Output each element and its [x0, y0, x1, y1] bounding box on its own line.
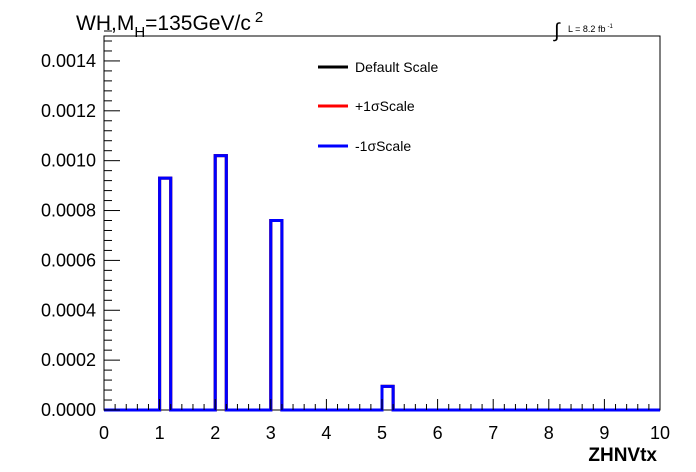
- legend-label-minus1sigma: -1σScale: [355, 138, 411, 154]
- title-subscript: H: [134, 24, 145, 41]
- title-superscript: 2: [255, 9, 263, 26]
- lumi-superscript: -1: [607, 24, 613, 30]
- integral-symbol: ∫: [553, 20, 561, 42]
- plot-frame: [103, 35, 661, 411]
- x-tick-label: 8: [544, 423, 554, 443]
- histogram-layer: [104, 154, 660, 412]
- x-tick-label: 4: [321, 423, 331, 443]
- x-tick-label: 2: [210, 423, 220, 443]
- y-tick-label: 0.0014: [41, 51, 96, 71]
- x-tick-label: 5: [377, 423, 387, 443]
- legend-label-default: Default Scale: [355, 59, 438, 75]
- series-line-1: [104, 154, 660, 412]
- y-tick-label: 0.0004: [41, 300, 96, 320]
- x-tick-label: 10: [650, 423, 670, 443]
- chart-title: WH,MH=135GeV/c 2: [76, 9, 263, 41]
- series-line-2: [104, 154, 660, 412]
- x-tick-label: 3: [266, 423, 276, 443]
- y-tick-label: 0.0008: [41, 201, 96, 221]
- y-tick-label: 0.0002: [41, 350, 96, 370]
- x-tick-label: 6: [433, 423, 443, 443]
- lumi-text: L = 8.2 fb: [568, 24, 605, 34]
- series-line-0: [104, 154, 660, 412]
- y-tick-label: 0.0000: [41, 400, 96, 420]
- x-tick-label: 9: [599, 423, 609, 443]
- y-tick-label: 0.0006: [41, 250, 96, 270]
- legend-label-plus1sigma: +1σScale: [355, 98, 415, 114]
- title-main: WH,M: [76, 12, 134, 35]
- y-tick-label: 0.0012: [41, 101, 96, 121]
- lumi-label: L = 8.2 fb -1: [568, 24, 613, 34]
- axis-layer: 0 1 2 3 4 5 6 7 8 9 10 0.0000 0.0002 0.0004 0.0006 0.00…: [41, 30, 670, 443]
- x-tick-label: 0: [99, 423, 109, 443]
- legend: Default Scale +1σScale -1σScale: [318, 59, 438, 154]
- title-rest: =135GeV/c: [145, 12, 251, 35]
- y-tick-label: 0.0010: [41, 151, 96, 171]
- x-tick-label: 1: [155, 423, 165, 443]
- x-axis-label: ZHNVtx: [588, 445, 657, 466]
- x-tick-label: 7: [488, 423, 498, 443]
